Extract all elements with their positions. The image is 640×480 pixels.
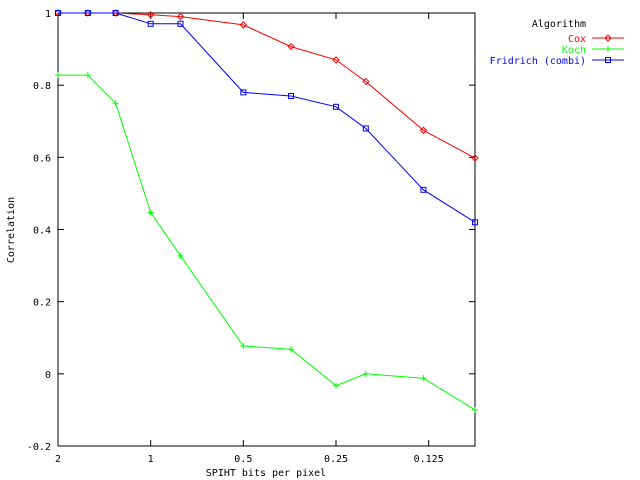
x-axis-label: SPIHT bits per pixel [206,468,326,479]
data-point [605,57,611,63]
x-tick-label: 0.25 [324,454,348,465]
data-point [605,46,611,52]
y-tick-label: 0.8 [33,81,51,92]
y-axis: -0.2 0 0.2 0.4 0.6 0.8 1 [27,9,475,453]
data-point [333,103,340,110]
data-point [287,42,295,51]
data-point [288,92,295,99]
legend-title: Algorithm [532,19,586,30]
x-tick-label: 0.125 [414,454,444,465]
y-tick-label: -0.2 [27,442,51,453]
data-point [362,370,369,377]
data-point [112,10,119,16]
data-point [419,126,428,134]
y-tick-label: 0.4 [33,226,51,237]
data-point [471,154,479,162]
data-point [362,77,370,86]
data-point [420,186,427,193]
data-point [147,20,154,27]
series-line [58,74,476,411]
data-point [472,219,478,226]
plot-frame [57,12,476,447]
legend-label: Koch [562,45,586,56]
data-point [239,21,248,29]
series-cox [54,9,479,162]
y-tick-label: 0.2 [33,298,51,309]
data-point [472,406,478,413]
x-axis: 2 1 0.5 0.25 0.125 [55,13,444,465]
y-axis-label: Correlation [6,197,17,263]
x-tick-label: 2 [55,454,61,465]
series-group [54,9,479,413]
data-point [333,382,340,389]
y-tick-label: 1 [45,9,51,20]
data-point [55,72,61,79]
data-point [84,10,91,16]
data-point [332,56,340,64]
data-point [420,375,427,382]
legend-label: Fridrich (combi) [490,56,586,67]
y-tick-label: 0.6 [33,153,51,164]
series-fridrich-combi [55,10,478,226]
data-point [146,11,155,19]
data-point [177,252,184,259]
legend-label: Cox [568,34,586,45]
data-point [604,34,612,42]
data-point [84,72,91,79]
data-point [176,12,185,21]
data-point [55,10,61,16]
data-point [240,343,247,350]
data-point [147,209,154,216]
data-point [362,125,369,132]
y-tick-label: 0 [45,370,51,381]
x-tick-label: 1 [148,454,154,465]
x-tick-label: 0.5 [234,454,252,465]
series-koch [55,72,478,413]
data-point [112,100,119,107]
series-line [58,12,476,223]
series-line [58,12,476,159]
data-point [288,346,295,353]
data-point [177,20,184,27]
data-point [240,89,247,96]
